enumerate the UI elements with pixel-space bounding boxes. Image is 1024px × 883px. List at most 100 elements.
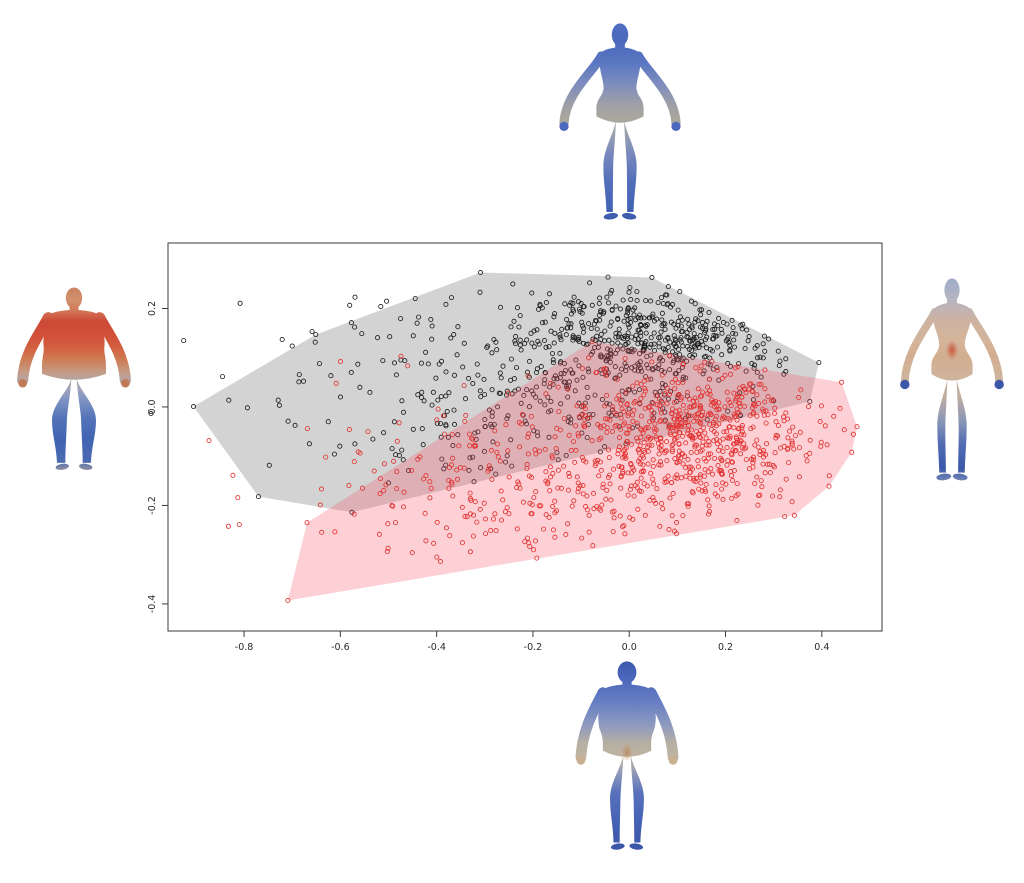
- data-point: [609, 287, 615, 294]
- data-point: [746, 386, 752, 392]
- data-point: [716, 315, 722, 321]
- data-point: [586, 355, 592, 361]
- data-point: [481, 448, 487, 454]
- data-point: [304, 520, 310, 526]
- data-point: [693, 442, 700, 448]
- data-point: [645, 461, 651, 467]
- data-point: [351, 459, 357, 465]
- data-point: [643, 425, 649, 431]
- data-point: [587, 280, 593, 286]
- data-point: [641, 447, 647, 453]
- data-point: [543, 344, 549, 350]
- data-point: [746, 381, 753, 387]
- data-point: [706, 309, 712, 316]
- data-point: [625, 330, 631, 336]
- data-point: [381, 461, 387, 467]
- data-point: [576, 334, 582, 340]
- data-point: [446, 485, 452, 491]
- data-point: [441, 431, 448, 437]
- data-point: [296, 379, 302, 385]
- data-point: [574, 377, 580, 383]
- body-leg: [630, 741, 644, 843]
- data-point: [659, 317, 665, 323]
- data-point: [783, 356, 789, 362]
- data-point: [675, 322, 681, 328]
- data-point: [714, 365, 720, 371]
- data-point: [662, 321, 668, 327]
- data-point: [285, 597, 291, 604]
- data-point: [610, 404, 616, 410]
- data-point: [632, 363, 638, 369]
- data-point: [676, 441, 682, 447]
- data-point: [551, 340, 557, 346]
- data-point: [607, 481, 613, 487]
- data-point: [392, 520, 399, 526]
- data-point: [219, 374, 226, 380]
- data-point: [706, 439, 712, 445]
- data-point: [679, 317, 685, 323]
- data-point: [467, 511, 473, 517]
- data-point: [645, 448, 651, 455]
- data-point: [506, 511, 512, 517]
- data-point: [481, 500, 487, 506]
- data-point: [552, 330, 558, 336]
- data-point: [380, 358, 386, 364]
- data-point: [698, 394, 704, 400]
- data-point: [400, 457, 406, 463]
- data-point: [488, 421, 494, 427]
- data-point: [569, 370, 575, 376]
- data-point: [488, 447, 494, 453]
- data-point: [645, 425, 652, 431]
- data-point: [656, 451, 662, 457]
- data-point: [551, 314, 557, 320]
- data-point: [683, 473, 689, 479]
- data-point: [616, 463, 622, 469]
- data-point: [558, 359, 564, 365]
- data-point: [575, 431, 581, 437]
- data-point: [275, 397, 281, 403]
- data-point: [635, 368, 641, 374]
- data-point: [604, 487, 610, 493]
- data-point: [654, 402, 660, 408]
- data-point: [609, 340, 615, 346]
- data-point: [747, 412, 753, 418]
- data-point: [429, 323, 435, 329]
- data-point: [514, 484, 520, 491]
- data-point: [716, 406, 722, 412]
- data-point: [666, 391, 672, 397]
- data-point: [549, 351, 556, 357]
- data-point: [371, 468, 377, 474]
- data-point: [590, 336, 596, 342]
- body-torso: [598, 684, 656, 757]
- data-point: [625, 310, 631, 316]
- data-point: [472, 430, 478, 436]
- data-point: [414, 320, 420, 326]
- data-point: [655, 440, 662, 447]
- data-point: [669, 479, 675, 486]
- data-point: [498, 375, 504, 381]
- data-point: [725, 435, 731, 441]
- data-point: [580, 374, 586, 380]
- data-point: [638, 395, 644, 402]
- data-point: [647, 344, 653, 350]
- data-point: [738, 451, 744, 457]
- data-point: [473, 436, 479, 442]
- data-point: [580, 304, 586, 310]
- data-point: [702, 487, 708, 493]
- data-point: [702, 337, 709, 343]
- data-point: [662, 326, 668, 332]
- body-leg: [52, 365, 72, 463]
- data-point: [609, 428, 615, 435]
- body-hand: [121, 378, 130, 388]
- data-point: [548, 398, 554, 405]
- data-point: [754, 474, 760, 480]
- data-point: [656, 340, 662, 346]
- plot-axes: -0.8 -0.6 -0.4 -0.2 0.0 0.2 0.4 -0.4 -0.2 0.0 0.2: [147, 242, 883, 653]
- data-point: [697, 472, 703, 478]
- data-point: [296, 372, 302, 378]
- data-point: [584, 507, 591, 513]
- data-point: [530, 391, 536, 397]
- data-point: [743, 368, 749, 374]
- data-point: [729, 317, 735, 323]
- plot-frame: [167, 242, 883, 632]
